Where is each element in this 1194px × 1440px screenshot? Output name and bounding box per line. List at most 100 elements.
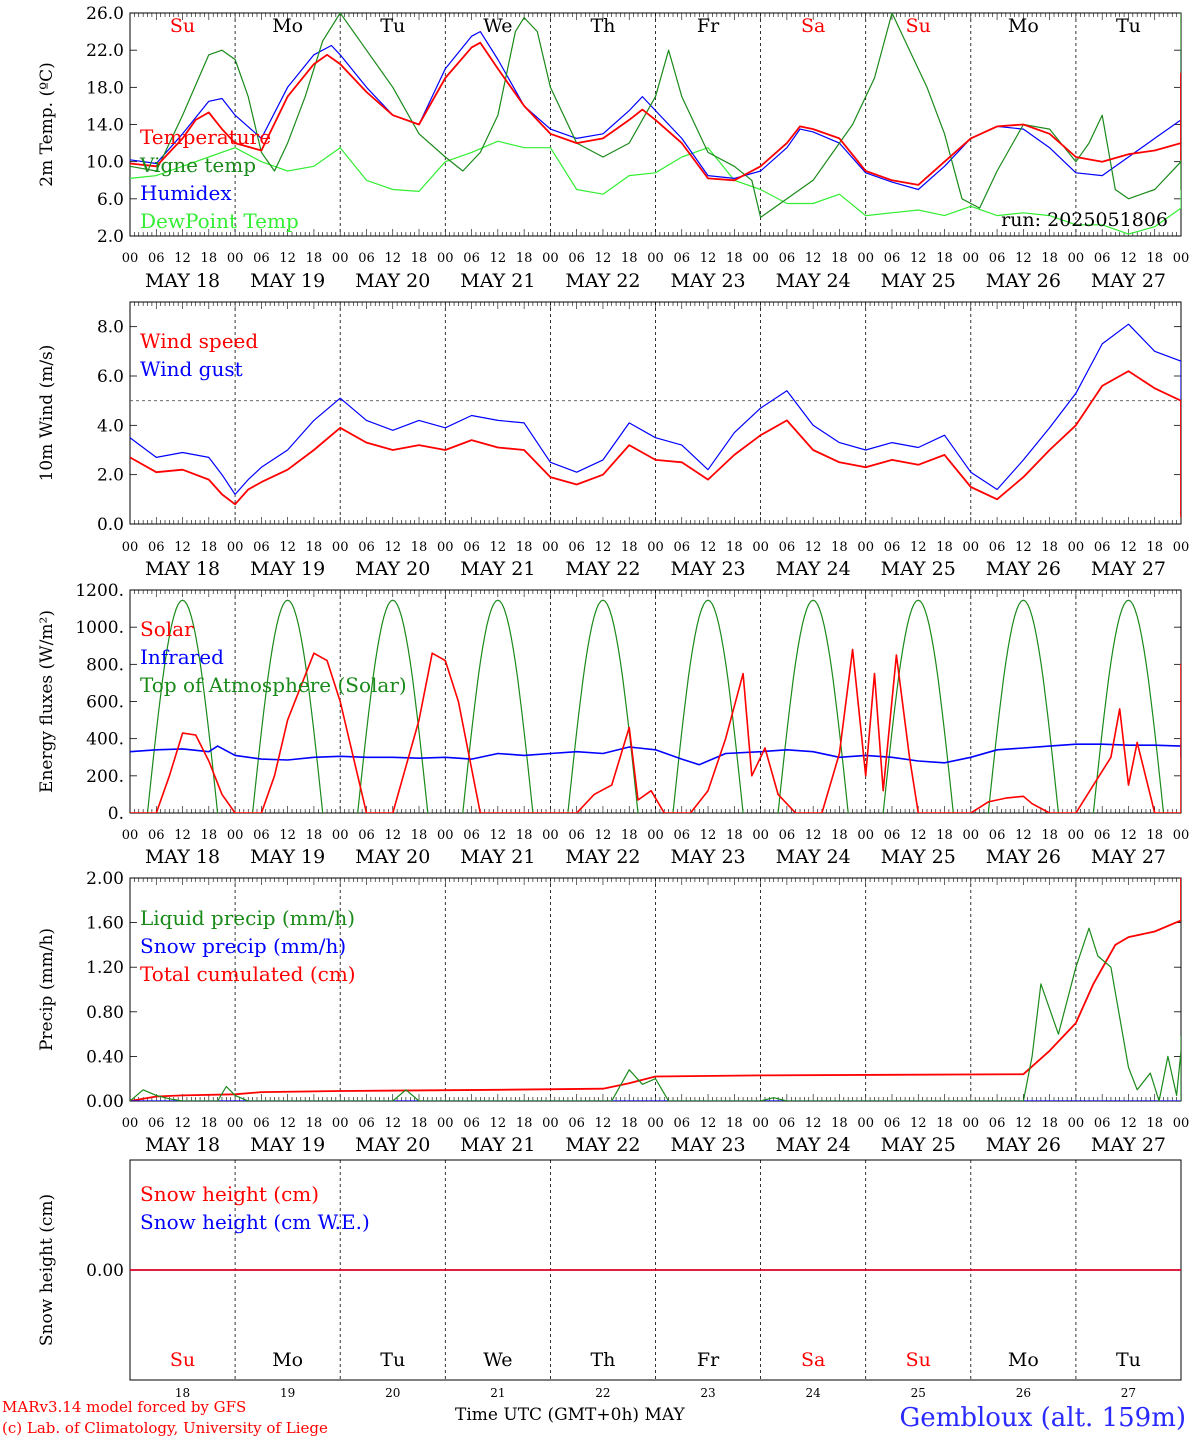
day-number-label: 25 (911, 1386, 926, 1400)
weekday-label: Su (906, 15, 931, 37)
hour-tick-label: 18 (726, 828, 743, 843)
weekday-label: Tu (1116, 1349, 1141, 1371)
date-label: MAY 25 (881, 270, 956, 292)
hour-tick-label: 00 (542, 540, 559, 555)
hour-tick-label: 18 (1146, 828, 1163, 843)
hour-tick-label: 12 (490, 1116, 507, 1131)
weekday-label: Su (170, 1349, 195, 1371)
y-tick-label: 4.0 (97, 416, 124, 436)
series-group (130, 599, 1181, 813)
hour-tick-label: 00 (1068, 828, 1085, 843)
day-number-label: 20 (385, 1386, 400, 1400)
weekday-label: Su (906, 1349, 931, 1371)
hour-tick-label: 18 (201, 828, 218, 843)
month-label: MAY (644, 1405, 685, 1425)
hour-tick-label: 00 (857, 540, 874, 555)
date-label: MAY 25 (881, 1134, 956, 1156)
hour-tick-label: 18 (306, 540, 323, 555)
hour-tick-label: 00 (122, 1116, 139, 1131)
hour-tick-label: 12 (1015, 540, 1032, 555)
toa-solar-line (357, 599, 429, 813)
hour-tick-label: 00 (437, 540, 454, 555)
weekday-label: Mo (1008, 1349, 1039, 1371)
hour-tick-label: 18 (831, 1116, 848, 1131)
legend-entry: Wind speed (140, 329, 258, 353)
date-label: MAY 22 (565, 1134, 640, 1156)
panel-1: 2.0 6.0 10.0 14.0 18.0 22.0 26.0 2m Temp. (ºC) 0… (37, 4, 1189, 292)
panel-2: 0.0 2.0 4.0 6.0 8.0 10m Wind (m/s) 00 06 12 18 00 0… (37, 301, 1189, 580)
hour-tick-label: 06 (253, 1116, 270, 1131)
date-label: MAY 26 (986, 270, 1061, 292)
legend-entry: Vigne temp (139, 153, 256, 177)
weekday-label: Fr (697, 15, 720, 37)
hour-tick-label: 18 (1041, 1116, 1058, 1131)
date-label: MAY 18 (145, 270, 220, 292)
y-axis-label: Snow height (cm) (37, 1194, 57, 1346)
hour-tick-label: 12 (1120, 251, 1137, 266)
toa-solar-line (672, 599, 744, 813)
hour-tick-label: 06 (1094, 828, 1111, 843)
hour-tick-label: 00 (437, 828, 454, 843)
y-axis-label: Energy fluxes (W/m²) (37, 610, 57, 793)
date-label: MAY 27 (1091, 846, 1166, 868)
hour-tick-label: 06 (989, 251, 1006, 266)
hour-tick-label: 18 (516, 828, 533, 843)
time-axis-label: Time UTC (GMT+0h) (455, 1405, 640, 1425)
hour-tick-label: 06 (568, 828, 585, 843)
hour-tick-label: 00 (437, 251, 454, 266)
date-label: MAY 24 (776, 558, 851, 580)
weekday-label: Tu (380, 15, 405, 37)
hour-tick-label: 00 (542, 1116, 559, 1131)
hour-tick-label: 12 (595, 1116, 612, 1131)
y-tick-label: 0. (108, 804, 124, 824)
hour-tick-label: 00 (647, 251, 664, 266)
hour-tick-label: 12 (700, 540, 717, 555)
hour-tick-label: 18 (1041, 828, 1058, 843)
hour-tick-label: 00 (227, 251, 244, 266)
y-tick-label: 6.0 (97, 367, 124, 387)
hour-tick-label: 00 (1068, 1116, 1085, 1131)
hour-tick-label: 12 (910, 1116, 927, 1131)
hour-tick-label: 12 (805, 828, 822, 843)
y-tick-label: 0.00 (86, 1261, 124, 1281)
hour-tick-label: 00 (332, 540, 349, 555)
series-line-temperature (130, 41, 1181, 186)
series-line-liquid-precip-mm-h- (130, 927, 1181, 1101)
hour-tick-label: 06 (148, 251, 165, 266)
hour-tick-label: 12 (1015, 1116, 1032, 1131)
hour-tick-label: 18 (1041, 251, 1058, 266)
weekday-label: Tu (380, 1349, 405, 1371)
hour-tick-label: 06 (674, 251, 691, 266)
hour-tick-label: 06 (568, 540, 585, 555)
hour-tick-label: 18 (411, 540, 428, 555)
day-number-label: 24 (806, 1386, 822, 1400)
hour-tick-label: 00 (227, 540, 244, 555)
hour-tick-label: 12 (805, 251, 822, 266)
y-tick-label: 1000. (75, 618, 124, 638)
date-label: MAY 26 (986, 1134, 1061, 1156)
hour-tick-label: 12 (805, 1116, 822, 1131)
hour-tick-label: 18 (831, 251, 848, 266)
panel-frame (129, 589, 1182, 814)
hour-tick-label: 06 (148, 1116, 165, 1131)
date-label: MAY 24 (776, 1134, 851, 1156)
hour-tick-label: 06 (779, 251, 796, 266)
legend-entry: Liquid precip (mm/h) (140, 906, 355, 930)
hour-tick-label: 18 (201, 540, 218, 555)
hour-tick-label: 00 (122, 828, 139, 843)
y-tick-label: 26.0 (86, 4, 124, 24)
hour-tick-label: 00 (542, 251, 559, 266)
date-label: MAY 22 (565, 558, 640, 580)
hour-tick-label: 12 (1120, 540, 1137, 555)
hour-tick-label: 06 (1094, 1116, 1111, 1131)
hour-tick-label: 00 (227, 828, 244, 843)
hour-tick-label: 00 (437, 1116, 454, 1131)
hour-tick-label: 06 (779, 828, 796, 843)
weekday-label: Fr (697, 1349, 720, 1371)
hour-tick-label: 06 (463, 540, 480, 555)
hour-tick-label: 12 (279, 1116, 296, 1131)
day-number-label: 21 (490, 1386, 505, 1400)
hour-tick-label: 18 (306, 828, 323, 843)
y-tick-label: 2.00 (86, 869, 124, 889)
toa-solar-line (1092, 599, 1165, 813)
